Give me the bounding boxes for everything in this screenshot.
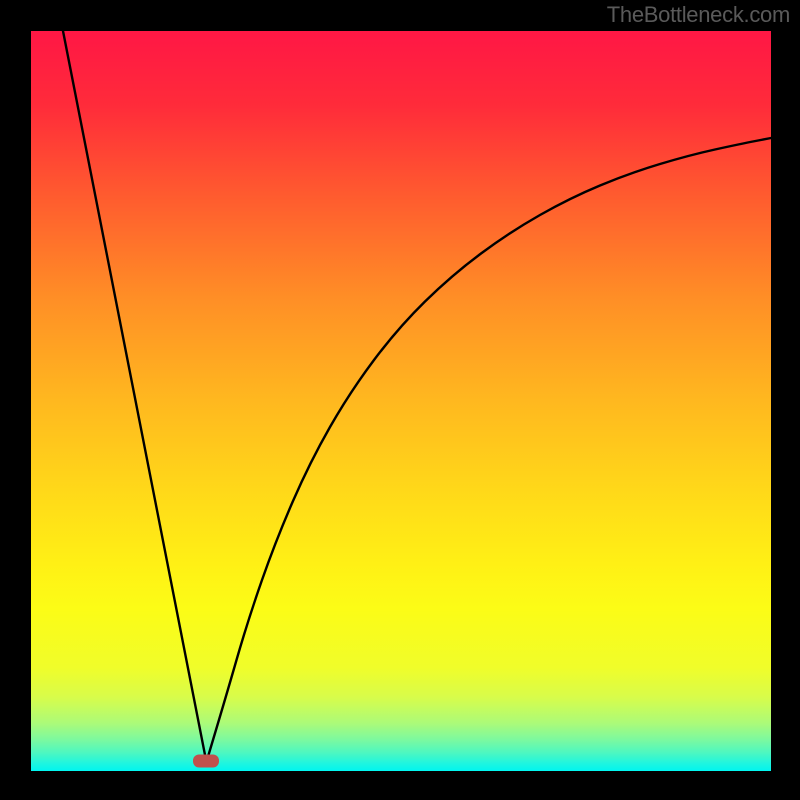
attribution-text: TheBottleneck.com [607,2,790,28]
chart-container: TheBottleneck.com [0,0,800,800]
bottleneck-chart [0,0,800,800]
optimal-point-marker [193,755,219,768]
chart-plot-area [31,31,771,771]
